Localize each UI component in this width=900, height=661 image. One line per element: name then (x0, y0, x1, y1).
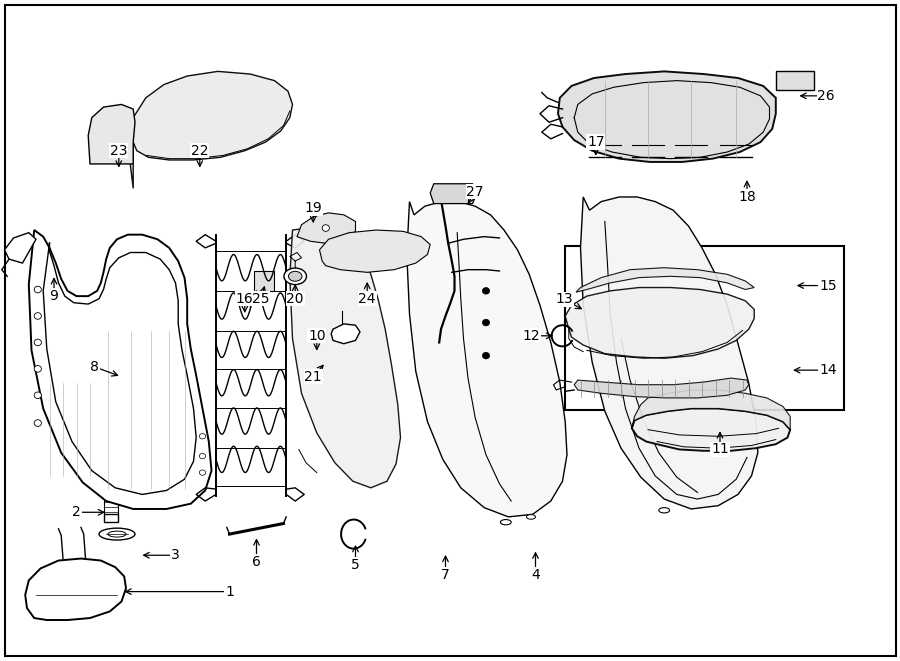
Text: 7: 7 (441, 568, 450, 582)
Text: 19: 19 (304, 201, 322, 215)
Text: 20: 20 (286, 292, 304, 306)
Text: 21: 21 (304, 369, 322, 384)
Ellipse shape (200, 470, 205, 475)
Polygon shape (297, 213, 356, 243)
Polygon shape (4, 233, 36, 263)
Ellipse shape (34, 339, 41, 346)
Bar (565, 246, 844, 410)
Text: 25: 25 (252, 292, 270, 306)
Polygon shape (407, 202, 567, 517)
Bar (104, 514, 118, 522)
Polygon shape (580, 197, 758, 509)
Ellipse shape (200, 434, 205, 439)
Ellipse shape (108, 531, 126, 537)
Text: 9: 9 (50, 289, 58, 303)
Text: 23: 23 (110, 143, 128, 158)
Text: 26: 26 (817, 89, 835, 103)
Polygon shape (29, 230, 212, 509)
Polygon shape (558, 71, 776, 162)
Ellipse shape (500, 520, 511, 525)
Text: 13: 13 (555, 292, 573, 307)
Text: 24: 24 (358, 292, 376, 306)
Text: 17: 17 (587, 135, 605, 149)
Ellipse shape (99, 528, 135, 540)
Ellipse shape (288, 271, 302, 281)
Ellipse shape (34, 420, 41, 426)
Ellipse shape (526, 514, 536, 520)
Ellipse shape (34, 366, 41, 372)
Polygon shape (632, 408, 790, 451)
Text: 27: 27 (466, 184, 484, 199)
Ellipse shape (34, 286, 41, 293)
Ellipse shape (34, 392, 41, 399)
Text: 8: 8 (90, 360, 99, 374)
Polygon shape (632, 390, 790, 430)
Ellipse shape (34, 313, 41, 319)
Polygon shape (88, 104, 135, 164)
Text: 18: 18 (738, 190, 756, 204)
Polygon shape (25, 559, 126, 620)
Ellipse shape (200, 453, 205, 459)
Text: 10: 10 (308, 329, 326, 343)
Bar (254, 271, 274, 291)
Polygon shape (574, 378, 749, 398)
Text: 22: 22 (191, 143, 209, 158)
Polygon shape (320, 230, 430, 272)
Text: 16: 16 (236, 292, 254, 306)
Polygon shape (290, 226, 400, 488)
Ellipse shape (482, 319, 490, 326)
Polygon shape (331, 324, 360, 344)
Text: 4: 4 (531, 568, 540, 582)
Ellipse shape (482, 288, 490, 294)
Text: 12: 12 (522, 329, 540, 343)
Bar (776, 71, 814, 90)
Text: 14: 14 (819, 363, 837, 377)
Ellipse shape (659, 508, 670, 513)
Text: 2: 2 (72, 505, 81, 520)
Polygon shape (430, 184, 477, 204)
Text: 15: 15 (819, 278, 837, 293)
Text: 1: 1 (225, 584, 234, 599)
Polygon shape (128, 71, 292, 188)
Text: 3: 3 (171, 548, 180, 563)
Text: 6: 6 (252, 555, 261, 569)
Text: 5: 5 (351, 558, 360, 572)
Ellipse shape (322, 225, 329, 231)
Ellipse shape (284, 268, 306, 284)
Text: 11: 11 (711, 442, 729, 457)
Ellipse shape (482, 352, 490, 359)
Polygon shape (565, 288, 754, 358)
Polygon shape (576, 268, 754, 292)
